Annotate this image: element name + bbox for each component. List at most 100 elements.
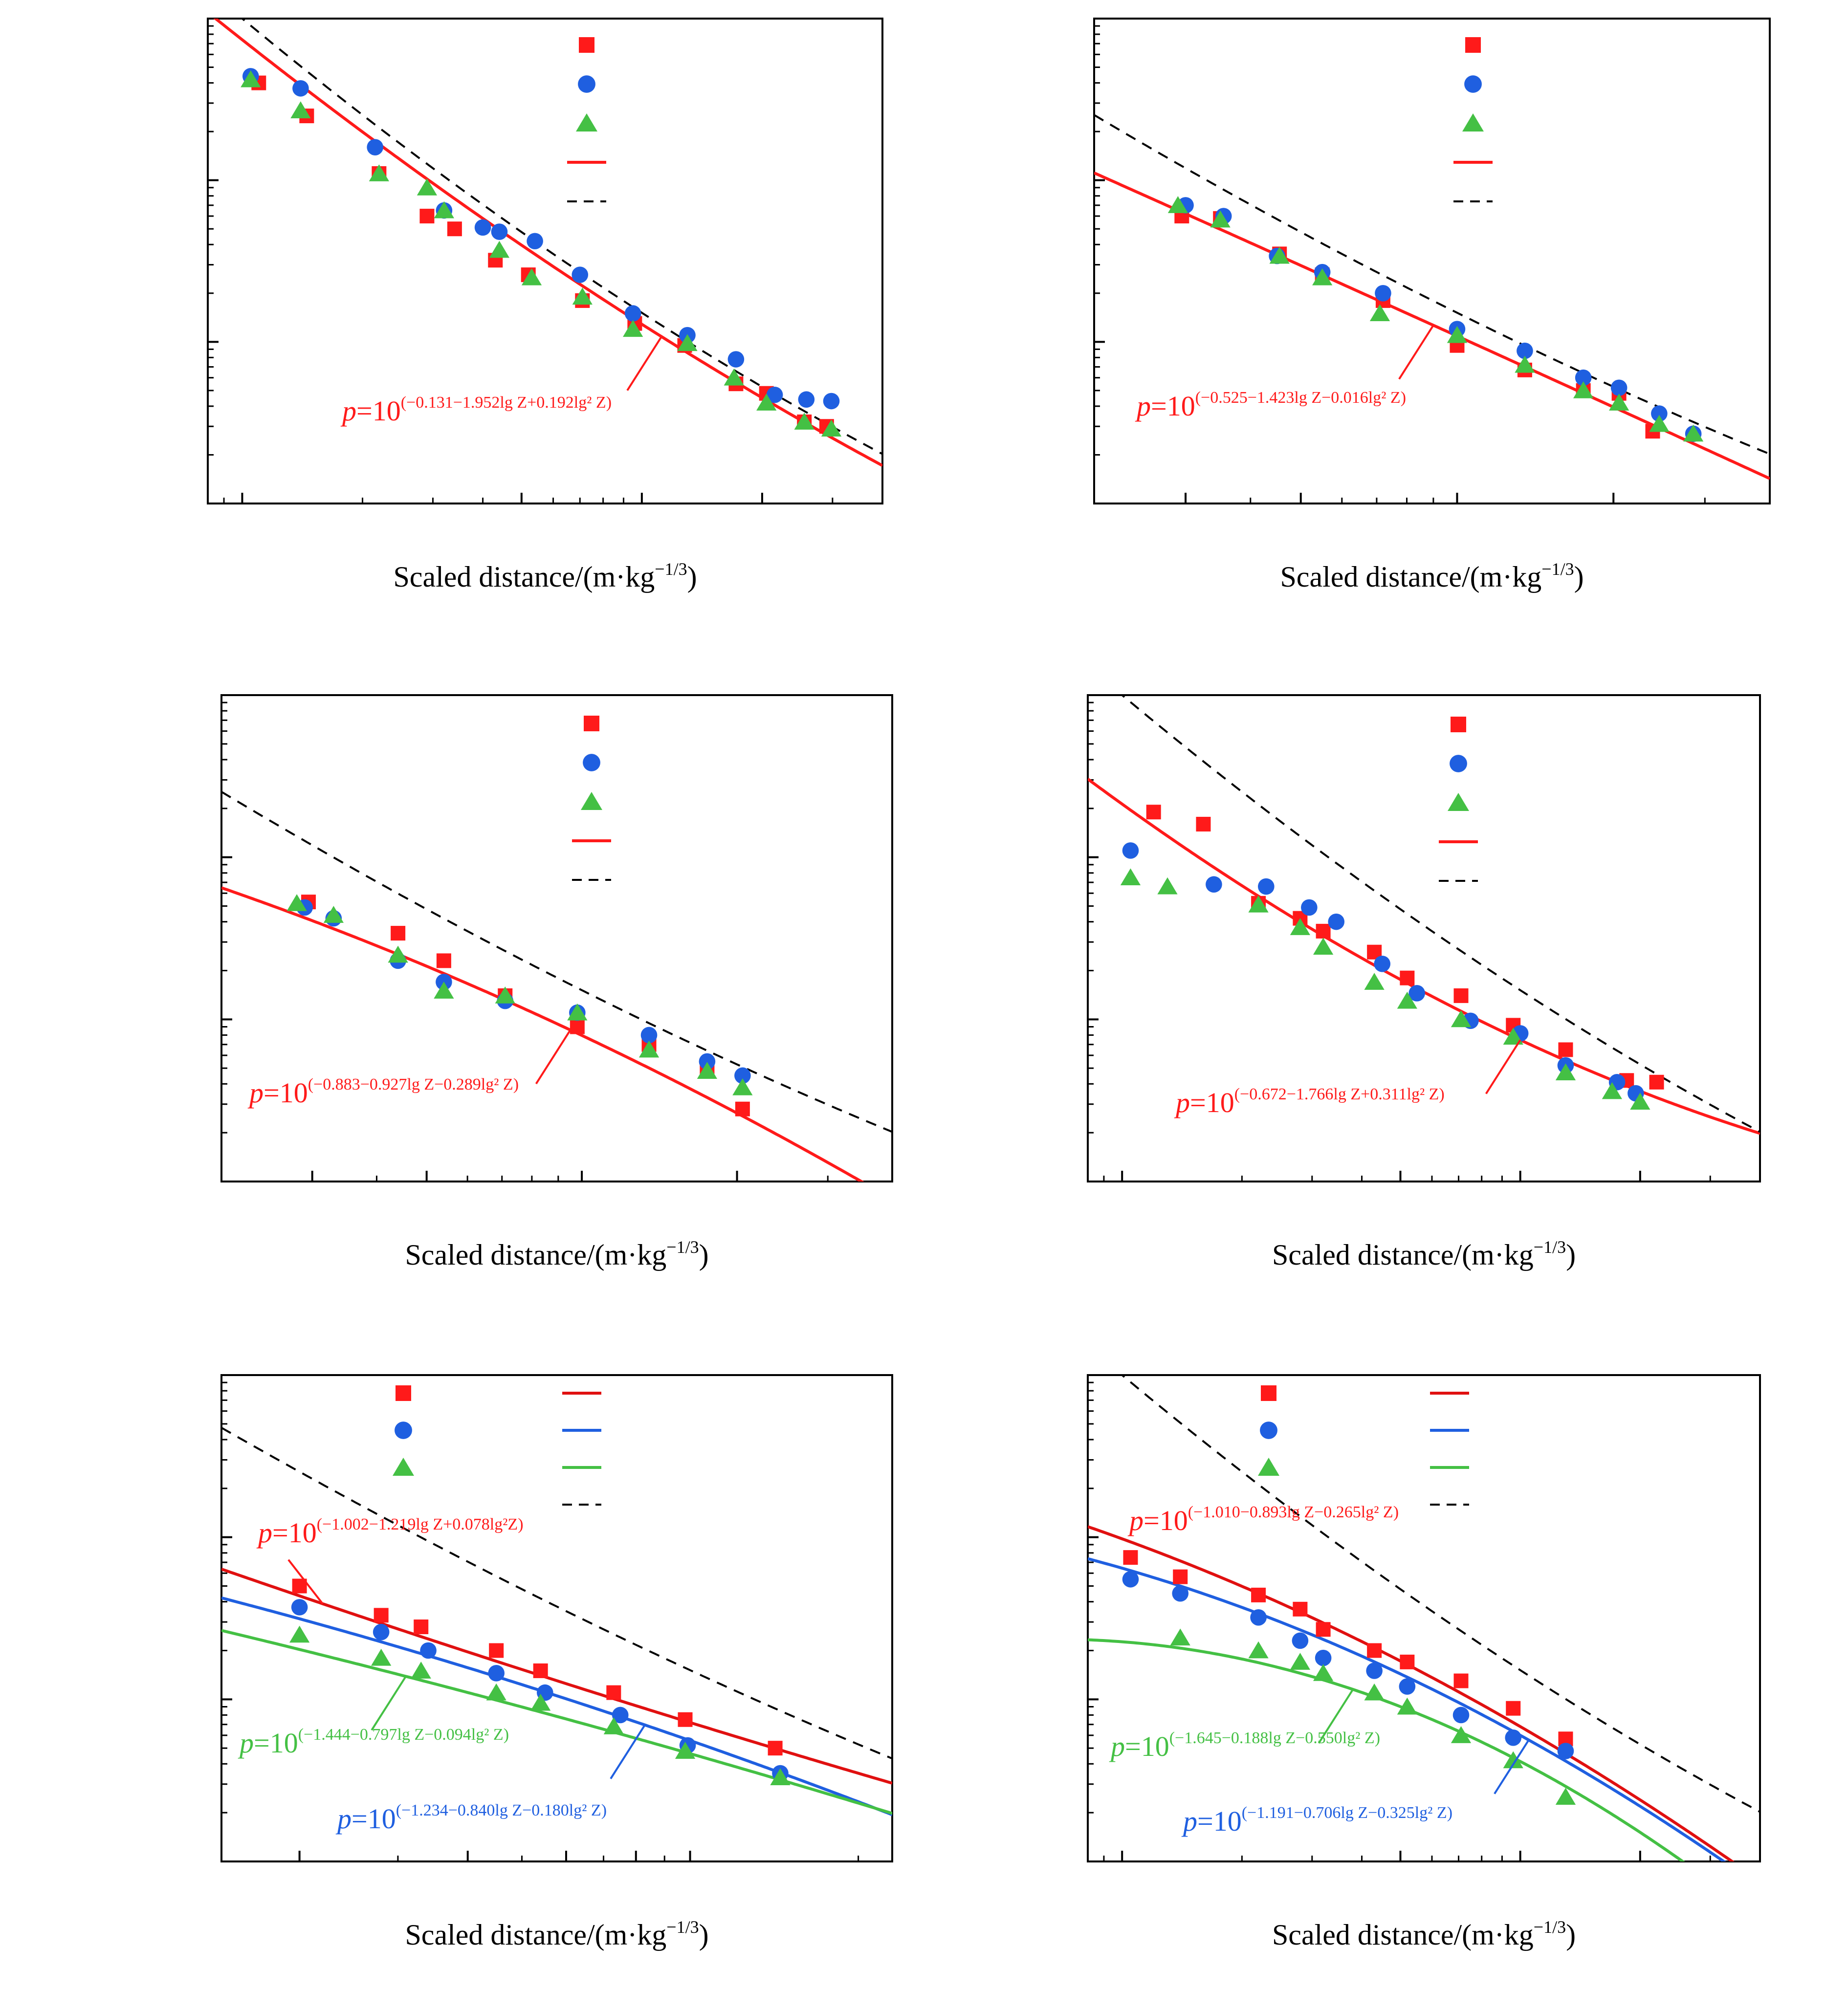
data-point (1269, 246, 1290, 264)
data-point (1292, 1632, 1309, 1649)
data-point (1397, 1697, 1417, 1715)
data-point (823, 393, 840, 410)
series-markers-3 (289, 1625, 791, 1785)
data-point (576, 113, 597, 131)
data-point (371, 1648, 392, 1666)
data-point (1649, 1074, 1664, 1090)
data-point (640, 1027, 658, 1044)
chart-panel-3: Scaled distance/(m·kg−1/3) p=10(−0.883−0.… (220, 694, 893, 1271)
curves (1088, 1375, 1760, 1861)
data-point (1506, 1701, 1521, 1716)
x-axis-title-sup: −1/3 (655, 559, 687, 579)
data-point (434, 201, 454, 219)
legend (1439, 717, 1478, 882)
series-markers-1 (292, 1578, 783, 1756)
legend (567, 37, 606, 202)
x-axis-title-end: ) (699, 1239, 709, 1271)
formula-base: =10 (352, 1803, 396, 1835)
plot-frame (220, 1374, 893, 1862)
formula-base: =10 (1197, 1805, 1242, 1837)
x-axis-title-end: ) (687, 561, 697, 593)
data-point (1258, 1458, 1279, 1476)
data-point (1451, 1010, 1472, 1028)
data-point (530, 1693, 551, 1711)
data-point (756, 394, 777, 411)
data-point (1172, 1585, 1189, 1602)
data-point (1120, 868, 1141, 886)
formula-annotation: p=10(−0.883−0.927lg Z−0.289lg² Z) (247, 1075, 519, 1109)
legend (572, 716, 611, 881)
data-point (1123, 1550, 1138, 1565)
data-point (1557, 1743, 1574, 1759)
data-point (572, 266, 589, 283)
x-axis-title: Scaled distance/(m·kg−1/3) (1280, 559, 1584, 593)
data-point (583, 754, 600, 771)
data-point (1196, 816, 1211, 831)
data-point (727, 351, 745, 368)
data-point (735, 1101, 750, 1116)
data-point (489, 1643, 504, 1658)
data-point (1210, 210, 1231, 228)
data-point (291, 1599, 308, 1616)
data-point (1290, 1653, 1311, 1670)
data-point (495, 986, 515, 1004)
data-point (289, 1625, 310, 1643)
data-point (491, 223, 508, 240)
formula-annotation: p=10(−0.525−1.423lg Z−0.016lg² Z) (1135, 389, 1406, 422)
x-axis-title-end: ) (1574, 561, 1584, 593)
data-point (766, 386, 783, 403)
formula-p: p (238, 1727, 254, 1759)
formula-annotation: p=10(−1.010−0.893lg Z−0.265lg² Z) (1127, 1503, 1399, 1536)
data-point (1170, 1628, 1190, 1646)
data-point (1316, 923, 1331, 939)
data-point (1301, 899, 1318, 916)
data-point (369, 164, 389, 181)
data-point (1366, 1663, 1383, 1679)
curves (221, 791, 892, 1182)
curves (1088, 695, 1760, 1135)
formula-exponent: (−0.883−0.927lg Z−0.289lg² Z) (308, 1075, 519, 1094)
plot-frame (220, 694, 893, 1182)
data-point (1683, 424, 1704, 442)
data-point (1313, 938, 1334, 955)
data-point (374, 1608, 389, 1623)
x-axis-title-main: Scaled distance/(m·kg (1272, 1239, 1534, 1271)
annotation-pointer (626, 336, 662, 391)
data-point (1448, 793, 1469, 811)
data-point (1462, 113, 1484, 131)
series-markers-3 (1120, 868, 1650, 1110)
data-point (388, 945, 408, 963)
data-point (241, 70, 261, 88)
data-point (488, 1665, 505, 1682)
data-point (393, 1458, 414, 1476)
formula-exponent: (−0.525−1.423lg Z−0.016lg² Z) (1195, 389, 1406, 407)
data-point (486, 1683, 506, 1701)
chart-panel-4: Scaled distance/(m·kg−1/3) p=10(−0.672−1.… (1087, 694, 1761, 1271)
formula-p: p (1181, 1805, 1197, 1837)
data-point (417, 178, 438, 196)
data-point (1651, 405, 1668, 422)
data-point (1408, 985, 1425, 1002)
data-point (1122, 1571, 1139, 1588)
series-markers-1 (1146, 805, 1664, 1090)
series-markers-2 (1122, 1571, 1574, 1759)
formula-annotation: p=10(−1.444−0.797lg Z−0.094lg² Z) (238, 1726, 509, 1759)
data-point (1609, 394, 1629, 411)
data-point (1374, 955, 1391, 972)
series-markers-2 (242, 68, 840, 410)
series-markers-3 (1167, 196, 1704, 442)
annotation-pointer (610, 1724, 646, 1779)
formula-base: =10 (1151, 390, 1195, 422)
x-axis-title-main: Scaled distance/(m·kg (1272, 1919, 1534, 1951)
annotation-pointer (1318, 1688, 1354, 1744)
data-point (624, 305, 641, 322)
formula-base: =10 (1190, 1087, 1234, 1118)
data-point (1452, 1707, 1470, 1724)
data-point (570, 1019, 585, 1034)
formula-exponent: (−1.010−0.893lg Z−0.265lg² Z) (1188, 1503, 1399, 1521)
series-markers-1 (1123, 1550, 1573, 1747)
data-point (1447, 326, 1468, 343)
series-markers-1 (251, 75, 834, 434)
formula-exponent: (−1.191−0.706lg Z−0.325lg² Z) (1242, 1804, 1452, 1822)
